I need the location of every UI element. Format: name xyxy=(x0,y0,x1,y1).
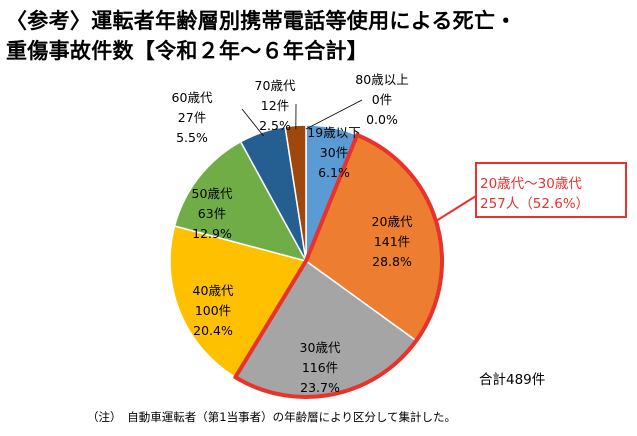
chart-title-line2: 重傷事故件数【令和２年～６年合計】 xyxy=(6,39,369,63)
slice-percent: 20.4% xyxy=(193,323,233,338)
highlight-outline-20s-30s xyxy=(233,132,444,399)
slice-count: 12件 xyxy=(261,98,289,113)
slice-count: 100件 xyxy=(195,303,231,318)
slice-count: 141件 xyxy=(374,234,410,249)
slice-label: 60歳代 xyxy=(172,90,213,105)
pie-slice xyxy=(169,225,308,379)
slice-count: 27件 xyxy=(178,110,206,125)
slice-percent: 12.9% xyxy=(192,226,232,241)
callout-connector xyxy=(435,195,477,222)
callout-box xyxy=(475,162,627,218)
callout-line2: 257人（52.6%） xyxy=(480,196,590,212)
slice-count: 116件 xyxy=(302,360,338,375)
slice-percent: 28.8% xyxy=(372,254,412,269)
pie-slice xyxy=(173,140,308,263)
slice-percent: 2.5% xyxy=(259,118,291,133)
slice-label: 19歳以下 xyxy=(307,125,360,140)
slice-count: 63件 xyxy=(198,206,226,221)
slice-percent: 6.1% xyxy=(318,165,350,180)
slice-percent: 5.5% xyxy=(176,130,208,145)
slice-label: 40歳代 xyxy=(193,283,234,298)
footnote: （注） 自動車運転者（第1当事者）の年齢層により区分して集計した。 xyxy=(87,410,456,424)
slice-label: 50歳代 xyxy=(192,186,233,201)
slice-label: 30歳代 xyxy=(300,340,341,355)
slice-label: 70歳代 xyxy=(255,78,296,93)
slice-percent: 23.7% xyxy=(300,380,340,395)
chart-title-line1: 〈参考〉運転者年齢層別携帯電話等使用による死亡・ xyxy=(6,9,517,33)
leader-line xyxy=(241,108,264,137)
total-count: 合計489件 xyxy=(479,372,546,388)
slice-count: 30件 xyxy=(320,145,348,160)
callout-line1: 20歳代～30歳代 xyxy=(480,176,582,192)
slice-label: 20歳代 xyxy=(372,214,413,229)
slice-count: 0件 xyxy=(372,92,392,107)
leader-line xyxy=(305,99,363,130)
slice-percent: 0.0% xyxy=(366,112,398,127)
slice-label: 80歳以上 xyxy=(355,72,408,87)
